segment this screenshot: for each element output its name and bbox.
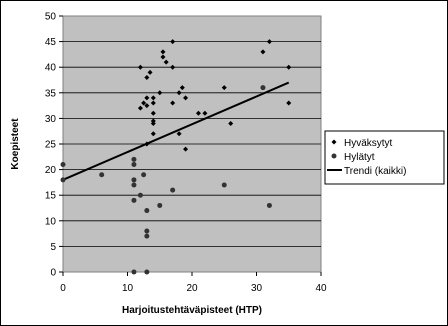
y-tick-label: 45 <box>45 37 57 48</box>
x-axis-ticks: 0 10 20 30 40 <box>60 272 327 294</box>
data-point-rejected <box>137 192 143 198</box>
y-tick-label: 20 <box>45 165 57 176</box>
data-point-accepted <box>183 95 189 101</box>
data-point-accepted <box>286 100 292 106</box>
data-point-accepted <box>137 64 143 70</box>
data-point-accepted <box>144 141 150 147</box>
y-tick-label: 40 <box>45 63 57 74</box>
data-point-accepted <box>195 110 201 116</box>
data-point-accepted <box>147 69 153 75</box>
x-tick-label: 0 <box>60 283 66 294</box>
data-point-accepted <box>228 121 234 127</box>
trend-group <box>62 81 290 181</box>
data-point-accepted <box>260 49 266 55</box>
data-point-rejected <box>131 182 137 188</box>
x-tick-label: 40 <box>315 283 327 294</box>
data-point-accepted <box>144 74 150 80</box>
data-point-accepted <box>179 85 185 91</box>
legend-marker-accepted <box>331 139 337 145</box>
data-point-rejected <box>221 182 227 188</box>
x-tick-label: 20 <box>186 283 198 294</box>
data-point-accepted <box>266 39 272 45</box>
y-tick-label: 25 <box>45 140 57 151</box>
data-point-accepted <box>137 105 143 111</box>
legend-label-trend: Trendi (kaikki) <box>344 166 406 177</box>
data-point-rejected <box>170 187 176 193</box>
data-point-rejected <box>99 172 105 178</box>
data-point-accepted <box>144 103 150 109</box>
y-tick-label: 50 <box>45 12 57 23</box>
y-axis-title: Koepisteet <box>10 118 21 170</box>
data-point-accepted <box>221 85 227 91</box>
data-point-accepted <box>157 90 163 96</box>
data-point-rejected <box>144 208 150 214</box>
data-point-accepted <box>160 49 166 55</box>
data-point-accepted <box>176 131 182 137</box>
data-point-accepted <box>170 39 176 45</box>
y-tick-label: 15 <box>45 191 57 202</box>
data-point-accepted <box>150 118 156 124</box>
legend-label-rejected: Hylätyt <box>344 152 375 163</box>
y-tick-label: 35 <box>45 88 57 99</box>
data-point-rejected <box>260 85 266 91</box>
legend: Hyväksytyt Hylätyt Trendi (kaikki) <box>324 130 445 185</box>
trend-line <box>62 81 290 181</box>
y-tick-label: 5 <box>50 242 56 253</box>
legend-label-accepted: Hyväksytyt <box>344 138 393 149</box>
data-point-accepted <box>150 121 156 127</box>
x-tick-label: 10 <box>122 283 134 294</box>
y-tick-label: 30 <box>45 114 57 125</box>
grid-lines <box>63 41 321 247</box>
y-tick-label: 10 <box>45 216 57 227</box>
data-point-rejected <box>131 197 137 203</box>
data-point-rejected <box>131 269 137 275</box>
legend-box <box>324 130 445 185</box>
y-tick-label: 0 <box>50 268 56 279</box>
data-point-accepted <box>170 64 176 70</box>
points-group <box>60 39 292 275</box>
data-point-accepted <box>150 131 156 137</box>
data-point-rejected <box>131 161 137 167</box>
data-point-rejected <box>60 161 66 167</box>
data-point-rejected <box>131 177 137 183</box>
data-point-rejected <box>60 177 66 183</box>
data-point-accepted <box>150 100 156 106</box>
data-point-accepted <box>170 100 176 106</box>
data-point-rejected <box>144 269 150 275</box>
data-point-rejected <box>131 156 137 162</box>
legend-marker-rejected <box>331 153 337 159</box>
data-point-accepted <box>286 64 292 70</box>
data-point-accepted <box>144 95 150 101</box>
data-point-accepted <box>176 90 182 96</box>
data-point-accepted <box>141 100 147 106</box>
x-axis-title: Harjoitustehtäväpisteet (HTP) <box>122 305 262 316</box>
x-tick-label: 30 <box>251 283 263 294</box>
data-point-accepted <box>150 95 156 101</box>
data-point-accepted <box>163 59 169 65</box>
data-point-rejected <box>266 202 272 208</box>
data-point-accepted <box>150 110 156 116</box>
y-axis-ticks: 0 5 10 15 20 25 30 35 40 45 50 <box>45 12 63 279</box>
data-point-accepted <box>183 146 189 152</box>
data-point-rejected <box>144 228 150 234</box>
data-point-accepted <box>160 54 166 60</box>
data-point-accepted <box>202 110 208 116</box>
data-point-rejected <box>144 233 150 239</box>
data-point-rejected <box>141 172 147 178</box>
data-point-rejected <box>157 202 163 208</box>
